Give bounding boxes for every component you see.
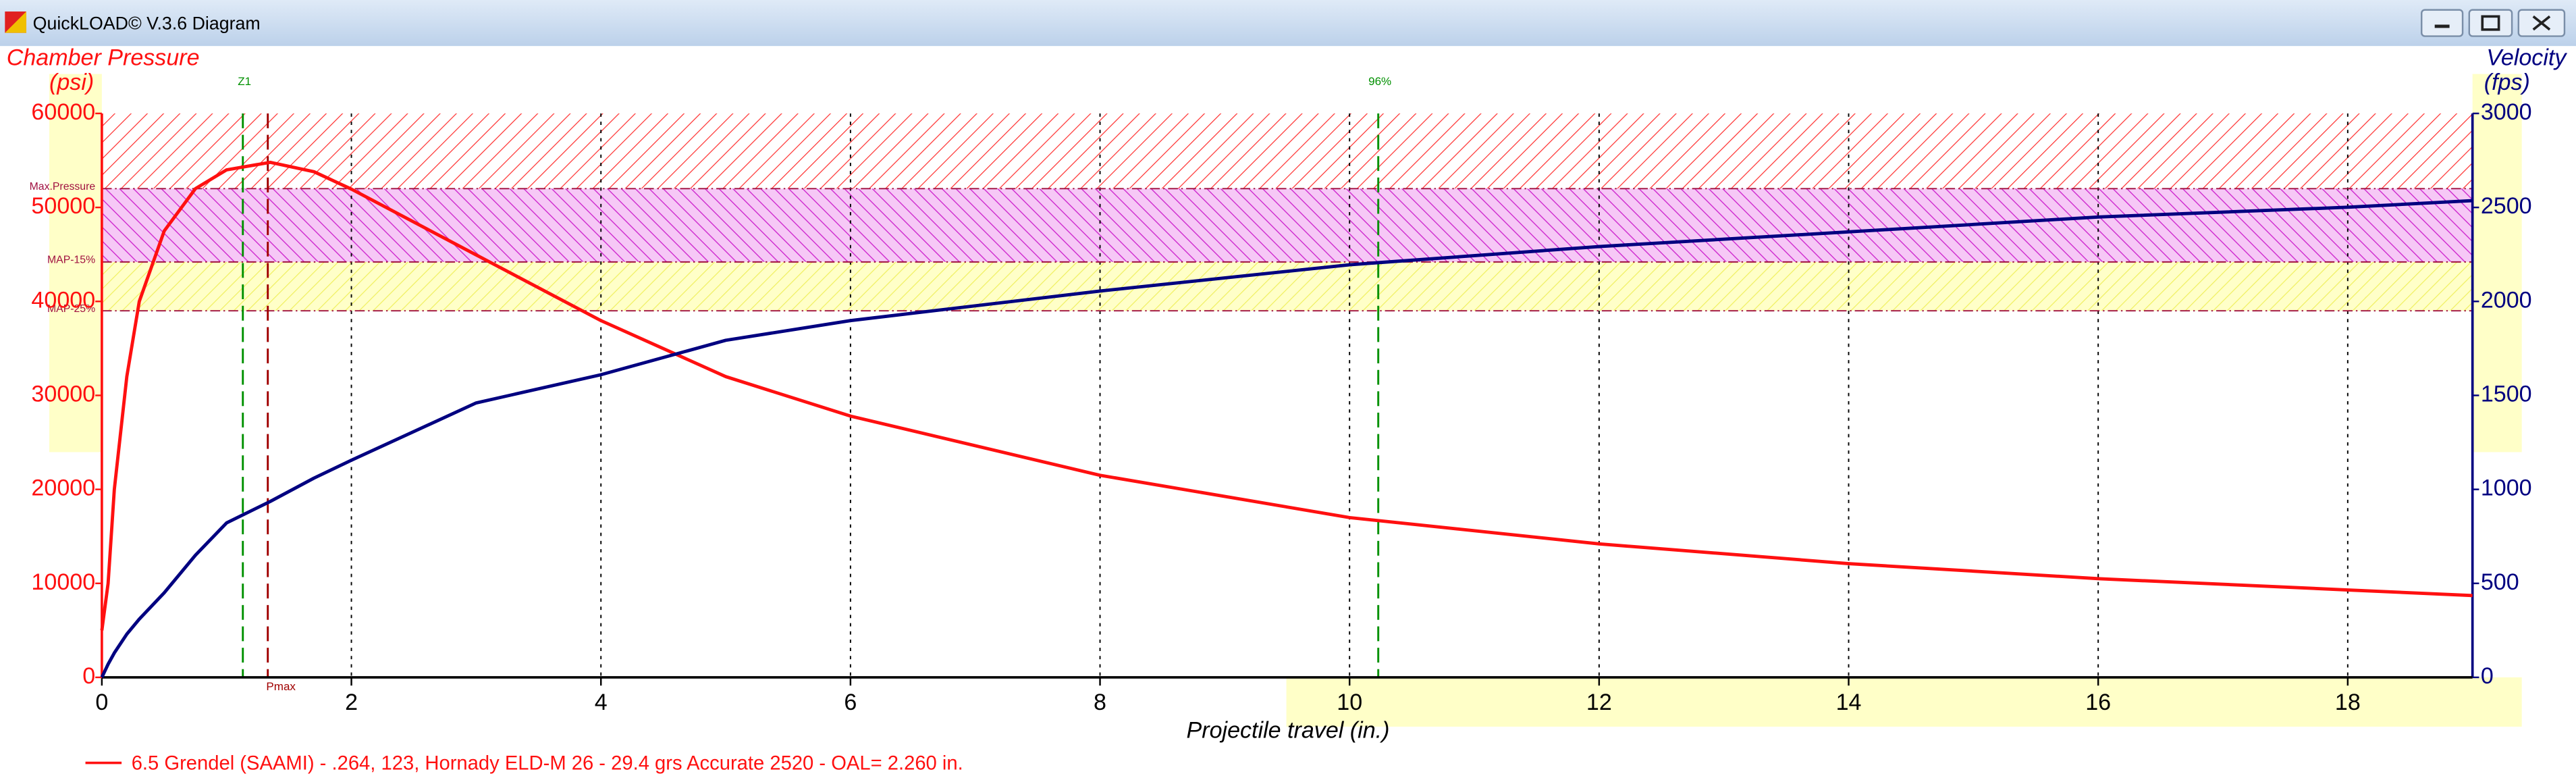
window-title: QuickLOAD© V.3.6 Diagram (33, 14, 261, 34)
series-line (100, 160, 2473, 631)
reference-label: Pmax (266, 680, 296, 693)
y-axis-title: Chamber Pressure (7, 45, 200, 71)
x-axis-title: Projectile travel (in.) (1187, 717, 1390, 743)
y-axis-unit: (psi) (49, 70, 94, 95)
y-tick-label: 30000 (31, 381, 95, 407)
x-tick-label: 12 (1586, 690, 1612, 715)
y-tick-label: 0 (82, 663, 95, 689)
y-tick-label: 50000 (31, 193, 95, 219)
reference-label: 96% (1368, 75, 1391, 88)
y2-axis-unit: (fps) (2484, 70, 2530, 95)
title-bar (0, 0, 2576, 47)
x-tick-label: 2 (345, 690, 358, 715)
reference-label: Z1 (238, 75, 251, 88)
limit-label: MAP-25% (47, 303, 95, 315)
y2-tick-label: 2500 (2481, 193, 2532, 219)
y-tick-label: 60000 (31, 99, 95, 125)
x-tick-label: 10 (1337, 690, 1362, 715)
x-tick-label: 4 (595, 690, 608, 715)
limit-band (101, 261, 2473, 311)
highlight (2472, 74, 2522, 452)
y2-tick-label: 1500 (2481, 381, 2532, 407)
close-icon (2532, 15, 2551, 31)
x-tick-label: 8 (1094, 690, 1106, 715)
legend-label: 6.5 Grendel (SAAMI) - .264, 123, Hornady… (132, 753, 963, 775)
series-line (100, 199, 2473, 678)
limit-label: MAP-15% (47, 255, 95, 266)
y2-tick-label: 2000 (2481, 287, 2532, 313)
highlight (49, 74, 102, 452)
y2-tick-label: 1000 (2481, 475, 2532, 501)
x-tick-label: 14 (1836, 690, 1862, 715)
y-tick-label: 40000 (31, 287, 95, 313)
y2-tick-label: 3000 (2481, 99, 2532, 125)
y2-axis-title: Velocity (2486, 45, 2567, 71)
y2-tick-label: 500 (2481, 569, 2519, 595)
limit-band (101, 113, 2473, 189)
limit-band (101, 188, 2473, 262)
window-buttons (2421, 9, 2566, 37)
x-tick-label: 16 (2085, 690, 2111, 715)
y-tick-label: 20000 (31, 475, 95, 501)
maximize-icon (2481, 15, 2500, 31)
highlight (1286, 677, 2522, 727)
y-tick-label: 10000 (31, 569, 95, 595)
y2-tick-label: 0 (2481, 663, 2494, 689)
minimize-button[interactable] (2421, 9, 2464, 37)
x-tick-label: 6 (844, 690, 857, 715)
maximize-button[interactable] (2468, 9, 2513, 37)
x-tick-label: 0 (95, 690, 108, 715)
x-tick-label: 18 (2335, 690, 2361, 715)
limit-label: Max.Pressure (30, 181, 96, 192)
